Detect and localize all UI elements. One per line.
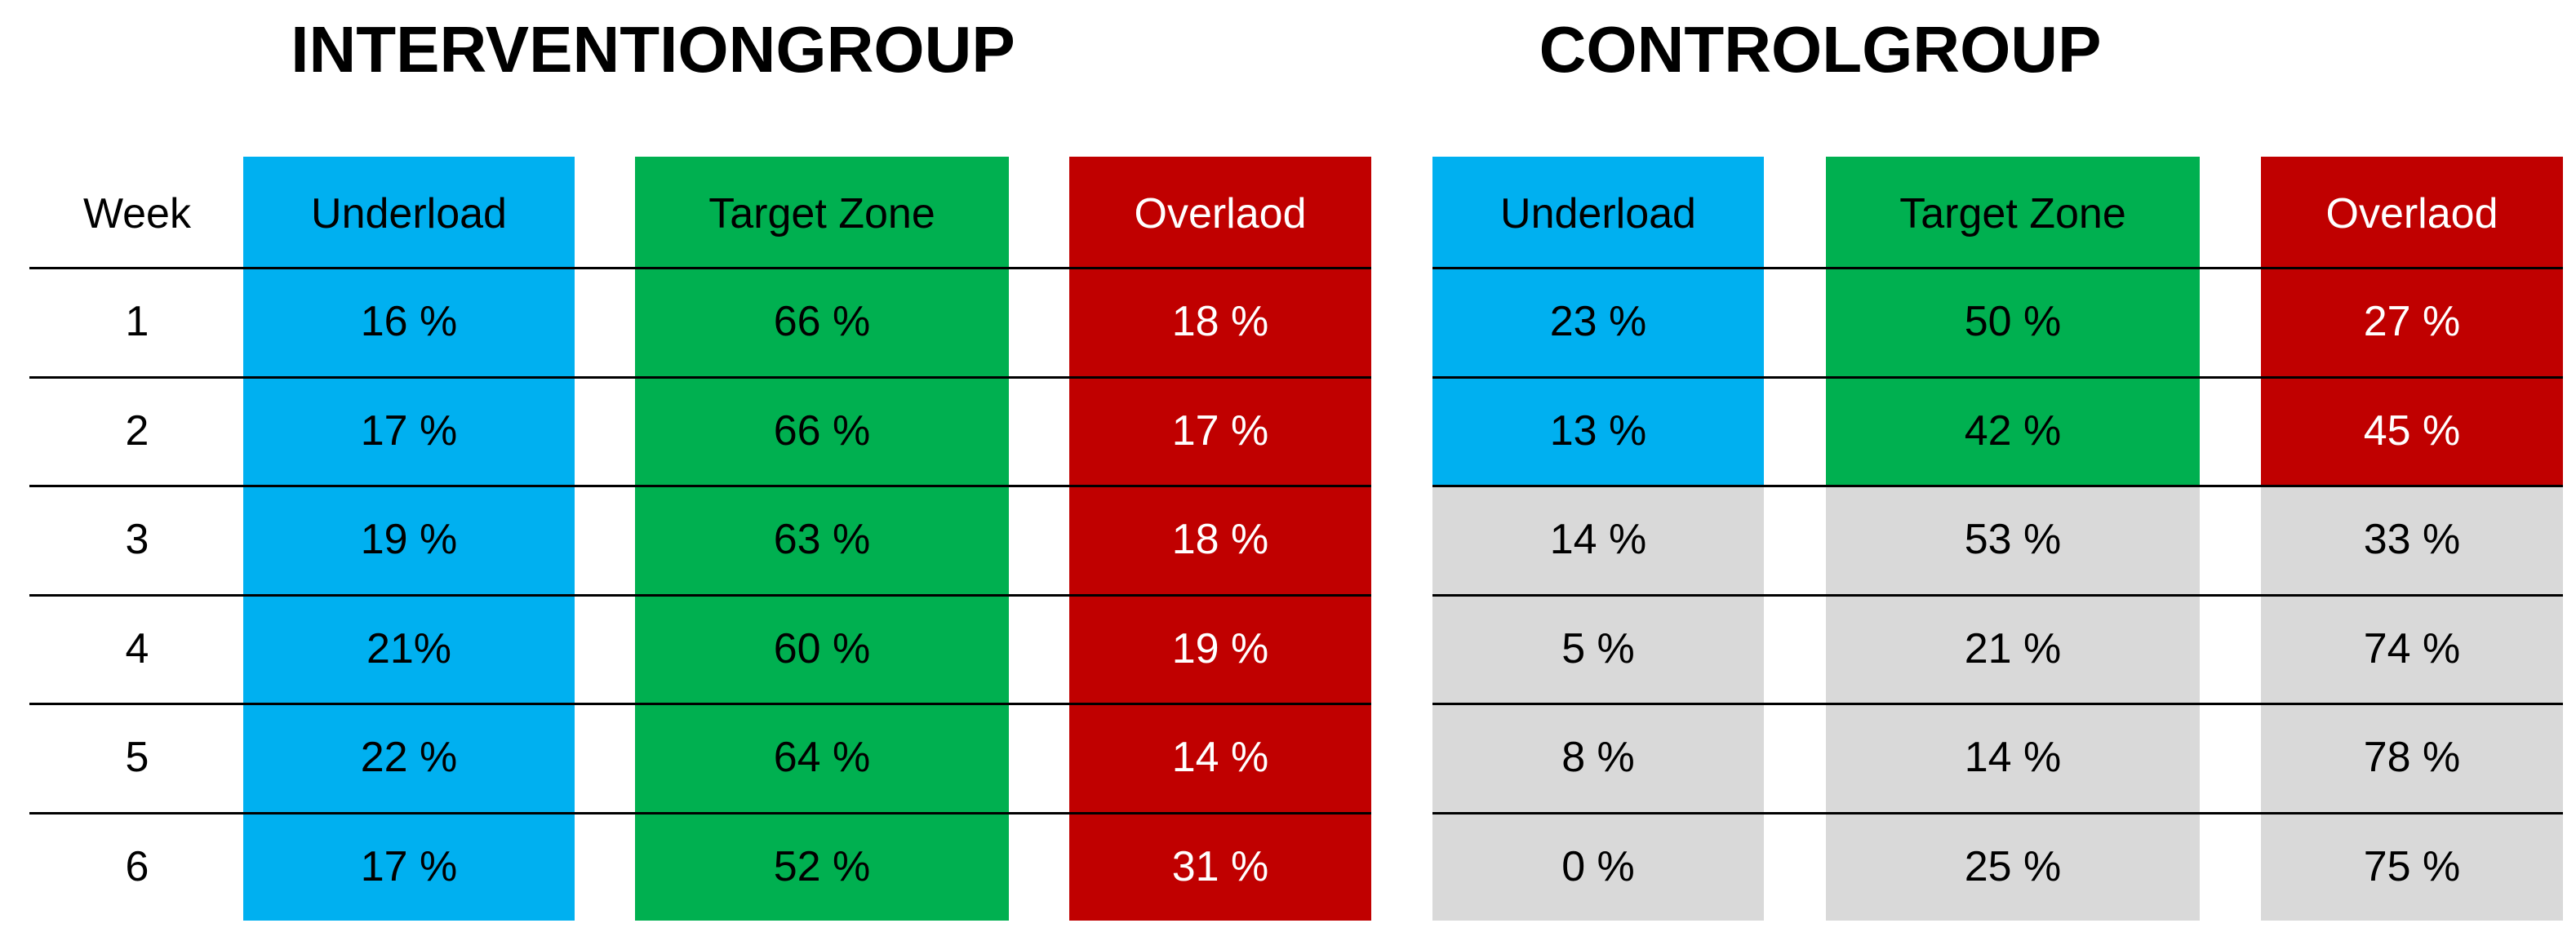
intervention-row-divider — [29, 811, 1371, 814]
intervention-row-divider — [29, 703, 1371, 705]
intervention-underload-value: 21% — [366, 624, 452, 672]
intervention-target-zone-value: 66 % — [773, 406, 871, 455]
control-underload-column-bg — [1432, 157, 1764, 486]
control-target-zone-value: 21 % — [1964, 624, 2062, 672]
intervention-overload-value: 19 % — [1171, 624, 1269, 672]
control-target-zone-header: Target Zone — [1899, 190, 2126, 237]
intervention-underload-value: 22 % — [360, 734, 458, 781]
intervention-target-zone-value: 66 % — [773, 298, 871, 345]
intervention-overload-value: 14 % — [1171, 734, 1269, 781]
intervention-row-divider — [29, 375, 1371, 379]
control-target-zone-value: 25 % — [1964, 842, 2062, 890]
intervention-underload-value: 19 % — [360, 516, 458, 563]
control-row-divider — [1432, 485, 2563, 487]
control-underload-value: 8 % — [1561, 734, 1635, 781]
week-number: 3 — [125, 516, 149, 563]
intervention-underload-column-bg — [243, 157, 575, 921]
control-overload-column-bg — [2261, 157, 2563, 486]
intervention-target-zone-column-bg — [635, 157, 1009, 921]
control-target-zone-column-bg — [1826, 157, 2200, 486]
control-target-zone-value: 14 % — [1964, 734, 2062, 781]
control-target-zone-value: 42 % — [1964, 406, 2062, 455]
control-target-zone-value: 53 % — [1964, 516, 2062, 563]
intervention-overload-value: 18 % — [1171, 298, 1269, 345]
control-underload-value: 0 % — [1561, 842, 1635, 890]
intervention-overload-value: 31 % — [1171, 842, 1269, 890]
control-row-divider — [1432, 593, 2563, 597]
control-row-divider — [1432, 811, 2563, 814]
control-underload-value: 14 % — [1549, 516, 1647, 563]
control-underload-value: 13 % — [1549, 406, 1647, 455]
control-row-divider — [1432, 267, 2563, 269]
intervention-target-zone-value: 63 % — [773, 516, 871, 563]
intervention-overload-column-bg — [1069, 157, 1371, 921]
week-number: 4 — [125, 624, 149, 672]
control-overload-value: 45 % — [2363, 406, 2461, 455]
week-number: 5 — [125, 734, 149, 781]
week-column-header: Week — [83, 190, 191, 237]
intervention-underload-value: 17 % — [360, 406, 458, 455]
intervention-target-zone-value: 60 % — [773, 624, 871, 672]
intervention-row-divider — [29, 267, 1371, 269]
intervention-row-divider — [29, 593, 1371, 597]
control-target-zone-value: 50 % — [1964, 298, 2062, 345]
control-overload-value: 75 % — [2363, 842, 2461, 890]
week-number: 2 — [125, 406, 149, 455]
intervention-row-divider — [29, 485, 1371, 487]
control-overload-value: 27 % — [2363, 298, 2461, 345]
intervention-target-zone-value: 64 % — [773, 734, 871, 781]
control-group-title: CONTROLGROUP — [1539, 13, 2102, 86]
control-row-divider — [1432, 375, 2563, 379]
control-overload-value: 33 % — [2363, 516, 2461, 563]
control-underload-header: Underload — [1500, 190, 1696, 237]
control-underload-value: 23 % — [1549, 298, 1647, 345]
intervention-underload-value: 16 % — [360, 298, 458, 345]
intervention-overload-header: Overlaod — [1134, 190, 1307, 237]
control-underload-value: 5 % — [1561, 624, 1635, 672]
control-overload-value: 78 % — [2363, 734, 2461, 781]
control-overload-header: Overlaod — [2325, 190, 2498, 237]
intervention-overload-value: 17 % — [1171, 406, 1269, 455]
control-row-divider — [1432, 703, 2563, 705]
intervention-group-title: INTERVENTIONGROUP — [291, 13, 1015, 86]
intervention-target-zone-value: 52 % — [773, 842, 871, 890]
week-number: 1 — [125, 298, 149, 345]
week-number: 6 — [125, 842, 149, 890]
intervention-underload-value: 17 % — [360, 842, 458, 890]
intervention-target-zone-header: Target Zone — [708, 190, 935, 237]
intervention-overload-value: 18 % — [1171, 516, 1269, 563]
control-overload-value: 74 % — [2363, 624, 2461, 672]
intervention-underload-header: Underload — [311, 190, 507, 237]
